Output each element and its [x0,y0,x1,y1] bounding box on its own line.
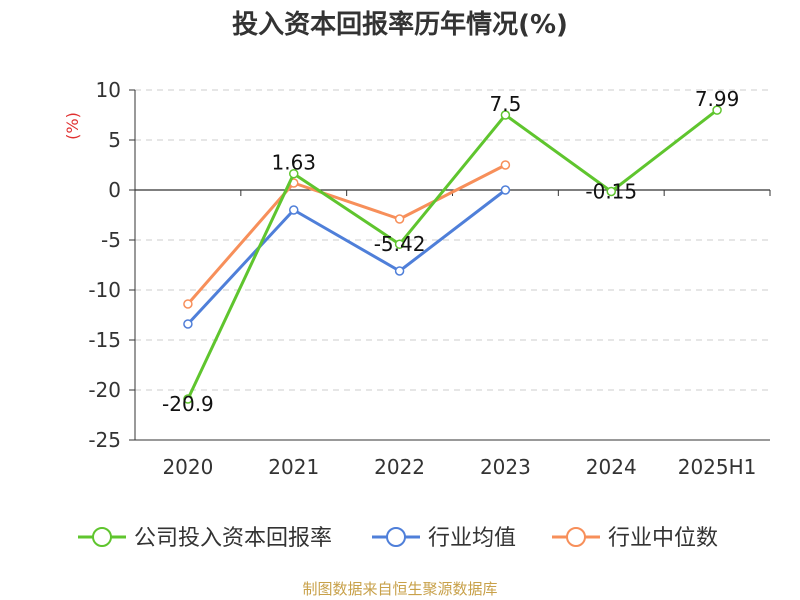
x-tick-label: 2023 [480,455,531,479]
data-point-company [712,105,722,115]
data-point-company [289,168,299,179]
data-point-industry_median [394,214,405,224]
x-tick-label: 2024 [586,455,637,479]
y-tick-label: 5 [108,128,121,152]
legend-swatch-marker [386,527,406,547]
data-point-company [606,186,616,197]
legend-label: 公司投入资本回报率 [134,526,332,551]
data-point-industry_median [500,160,511,170]
y-tick-label: 10 [96,78,121,102]
y-tick-label: -15 [88,328,121,352]
series-line-industry_median [186,163,507,305]
series-line-company [186,108,718,400]
series-line-industry_avg [186,188,507,326]
y-tick-label: 0 [108,178,121,202]
y-tick-label: -20 [88,378,121,402]
y-axis-label: (%) [63,112,82,140]
data-label: 7.99 [695,87,740,111]
data-point-industry_avg [500,185,511,195]
y-tick-label: -5 [101,228,121,252]
x-tick-label: 2020 [162,455,213,479]
data-source-note: 制图数据来自恒生聚源数据库 [302,580,498,598]
y-tick-label: -25 [88,428,121,452]
data-point-industry_avg [394,266,405,276]
data-point-industry_median [183,299,193,309]
data-point-company [500,110,511,120]
data-label: 1.63 [271,151,316,175]
data-label: -5.42 [374,232,426,256]
data-label: -0.15 [585,180,637,204]
x-tick-label: 2021 [268,455,319,479]
data-point-industry_avg [183,319,193,329]
data-label: -20.9 [162,392,214,416]
data-point-company [394,239,405,249]
data-point-company [183,394,193,404]
legend-swatch-marker [92,527,112,547]
legend-label: 行业中位数 [608,526,718,551]
data-point-industry_avg [289,205,299,215]
y-tick-label: -10 [88,278,121,302]
x-tick-label: 2022 [374,455,425,479]
legend-label: 行业均值 [428,526,516,551]
x-tick-label: 2025H1 [678,455,757,479]
legend-swatch-marker [566,527,586,547]
chart-title: 投入资本回报率历年情况(%) [232,10,568,40]
data-label: 7.5 [490,92,522,116]
